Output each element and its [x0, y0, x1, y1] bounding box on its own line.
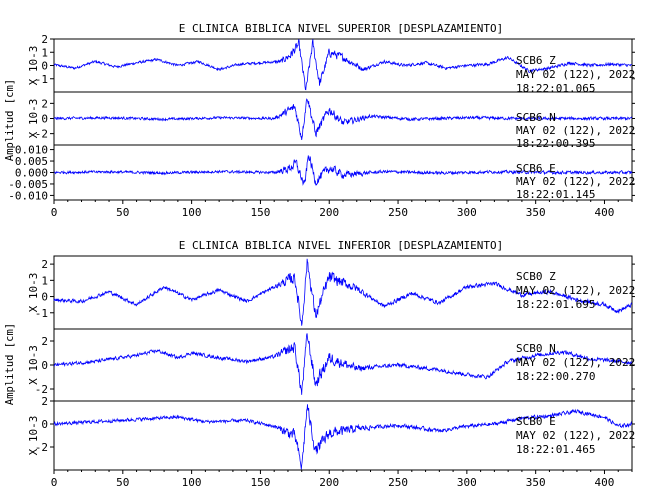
bottom-e-y-tick-label: -2 — [35, 441, 48, 454]
top-y-axis-label: Amplitud [cm] — [4, 79, 16, 161]
bottom-x-tick-label: 400 — [595, 476, 615, 489]
bottom-e-date: MAY 02 (122), 2022 — [516, 429, 635, 442]
bottom-n-time: 18:22:00.270 — [516, 370, 595, 383]
top-chart-title: E CLINICA BIBLICA NIVEL SUPERIOR [DESPLA… — [179, 22, 504, 35]
top-e-y-tick-label: 0.010 — [15, 144, 48, 157]
bottom-z-date: MAY 02 (122), 2022 — [516, 284, 635, 297]
bottom-n-trace — [53, 333, 633, 395]
top-x-tick-label: 50 — [116, 206, 129, 219]
top-x-tick-label: 200 — [319, 206, 339, 219]
bottom-e-trace — [53, 404, 632, 470]
top-e-y-tick-label: -0.005 — [8, 178, 48, 191]
bottom-n-y-tick-label: 2 — [41, 335, 48, 348]
bottom-n-y-tick-label: -2 — [35, 383, 48, 396]
top-e-station: SCB6 E — [516, 162, 556, 175]
bottom-n-y-tick-label: 0 — [41, 359, 48, 372]
top-x-tick-label: 400 — [595, 206, 615, 219]
bottom-x-axis: 0 50 100 150 200 250 300 350 400 — [51, 470, 633, 489]
top-x-tick-label: 300 — [457, 206, 477, 219]
top-e-y-tick-label: -0.010 — [8, 189, 48, 202]
bottom-e-time: 18:22:01.465 — [516, 443, 595, 456]
bottom-e-scale-label: X 10-3 — [27, 416, 40, 456]
top-z-y-tick-label: -1 — [35, 73, 48, 86]
bottom-z-y-tick-label: 2 — [41, 258, 48, 271]
top-n-time: 18:22:00.395 — [516, 137, 595, 150]
bottom-plot-e: -2 0 2X 10-3 — [27, 395, 635, 471]
top-z-station: SCB6 Z — [516, 54, 556, 67]
bottom-x-tick-label: 150 — [250, 476, 270, 489]
top-x-tick-label: 100 — [182, 206, 202, 219]
top-n-trace — [53, 98, 633, 140]
bottom-e-y-tick-label: 2 — [41, 395, 48, 408]
bottom-x-tick-label: 200 — [319, 476, 339, 489]
top-x-tick-label: 0 — [51, 206, 58, 219]
top-z-y-tick-label: 2 — [41, 33, 48, 46]
bottom-x-tick-label: 0 — [51, 476, 58, 489]
top-n-y-tick-label: 0 — [41, 113, 48, 126]
bottom-z-trace — [53, 258, 633, 326]
top-x-axis: 0 50 100 150 200 250 300 350 400 — [51, 200, 633, 219]
bottom-x-tick-label: 100 — [182, 476, 202, 489]
top-x-tick-label: 350 — [526, 206, 546, 219]
bottom-z-y-tick-label: -1 — [35, 307, 48, 320]
top-z-scale-label: X 10-3 — [27, 46, 40, 86]
bottom-x-tick-label: 250 — [388, 476, 408, 489]
bottom-e-y-tick-label: 0 — [41, 418, 48, 431]
bottom-x-tick-label: 300 — [457, 476, 477, 489]
top-z-date: MAY 02 (122), 2022 — [516, 68, 635, 81]
bottom-z-scale-label: X 10-3 — [27, 273, 40, 313]
bottom-z-station: SCB0 Z — [516, 270, 556, 283]
top-e-time: 18:22:01.145 — [516, 188, 595, 201]
top-z-time: 18:22:01.065 — [516, 82, 595, 95]
top-z-trace — [53, 39, 632, 91]
top-x-tick-label: 250 — [388, 206, 408, 219]
bottom-y-axis-label: Amplitud [cm] — [4, 323, 16, 405]
top-x-tick-label: 150 — [250, 206, 270, 219]
bottom-chart-title: E CLINICA BIBLICA NIVEL INFERIOR [DESPLA… — [179, 239, 504, 252]
top-e-y-tick-label: 0.000 — [15, 167, 48, 180]
bottom-x-tick-label: 350 — [526, 476, 546, 489]
top-e-y-tick-label: 0.005 — [15, 155, 48, 168]
top-z-y-tick-label: 1 — [41, 46, 48, 59]
top-z-y-tick-label: 0 — [41, 60, 48, 73]
top-e-date: MAY 02 (122), 2022 — [516, 175, 635, 188]
bottom-n-date: MAY 02 (122), 2022 — [516, 356, 635, 369]
bottom-z-y-tick-label: 1 — [41, 274, 48, 287]
top-e-trace — [53, 155, 633, 186]
bottom-x-tick-label: 50 — [116, 476, 129, 489]
top-n-date: MAY 02 (122), 2022 — [516, 124, 635, 137]
top-n-y-tick-label: 2 — [41, 97, 48, 110]
bottom-e-station: SCB0 E — [516, 415, 556, 428]
top-n-scale-label: X 10-3 — [27, 99, 40, 139]
bottom-n-station: SCB0 N — [516, 342, 556, 355]
bottom-n-scale-label: X 10-3 — [27, 345, 40, 385]
top-n-y-tick-label: -2 — [35, 128, 48, 141]
bottom-z-y-tick-label: 0 — [41, 291, 48, 304]
bottom-z-time: 18:22:01.695 — [516, 298, 595, 311]
top-n-station: SCB6 N — [516, 111, 556, 124]
